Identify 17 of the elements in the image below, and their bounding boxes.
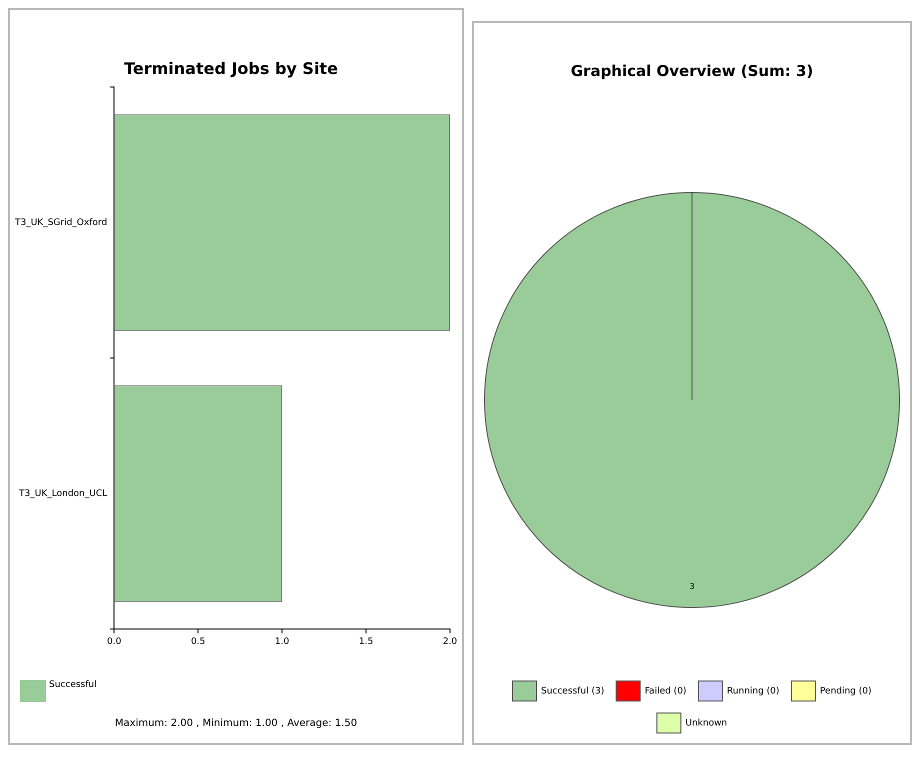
legend-label: Successful (3) [540,686,604,696]
x-tick-label: 1.5 [358,636,374,647]
legend-label: Running (0) [726,686,780,696]
x-tick-label: 0.5 [190,636,206,647]
legend-label: Failed (0) [644,686,686,696]
legend-label: Unknown [685,718,728,728]
y-tick-label: T3_UK_London_UCL [18,489,108,500]
text: Successful [49,680,97,690]
chart-title: Terminated Jobs by Site [124,58,338,78]
y-tick-label: T3_UK_SGrid_Oxford [14,218,108,228]
legend-label: Pending (0) [820,686,872,696]
x-tick-label: 1.0 [274,636,290,647]
x-tick-label: 2.0 [442,636,458,647]
x-tick-label: 0.0 [106,636,122,647]
data-label: 3 [689,582,695,591]
chart-title: Graphical Overview (Sum: 3) [570,62,814,80]
text: Maximum: 2.00 , Minimum: 1.00 , Average: 1.50 [114,717,358,731]
